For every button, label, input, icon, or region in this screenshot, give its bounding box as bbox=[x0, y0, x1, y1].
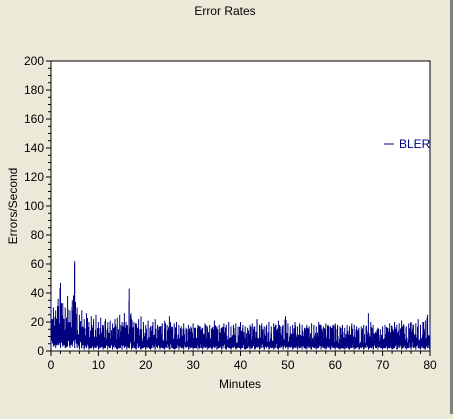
x-tick-label: 50 bbox=[281, 358, 295, 372]
legend: BLER bbox=[384, 137, 431, 151]
series-line-bler bbox=[50, 261, 431, 350]
legend-label-bler: BLER bbox=[399, 137, 431, 151]
chart-title: Error Rates bbox=[194, 4, 255, 18]
x-axis-label: Minutes bbox=[219, 377, 261, 391]
y-tick-label: 0 bbox=[37, 344, 44, 358]
x-tick-label: 10 bbox=[92, 358, 106, 372]
x-tick-label: 0 bbox=[48, 358, 55, 372]
y-tick-label: 140 bbox=[24, 141, 44, 155]
x-axis: 0 10 20 30 40 50 60 70 80 bbox=[48, 351, 437, 372]
y-tick-label: 40 bbox=[31, 286, 45, 300]
y-axis: 0 20 40 60 80 100 120 140 160 180 200 bbox=[24, 54, 51, 358]
x-tick-label: 70 bbox=[376, 358, 390, 372]
y-tick-label: 200 bbox=[24, 54, 44, 68]
y-tick-label: 60 bbox=[31, 257, 45, 271]
x-tick-label: 40 bbox=[234, 358, 248, 372]
window-frame-edge bbox=[450, 0, 453, 414]
series-bler bbox=[50, 261, 431, 350]
plot-area bbox=[50, 60, 431, 352]
y-tick-label: 180 bbox=[24, 83, 44, 97]
x-tick-label: 20 bbox=[139, 358, 153, 372]
y-tick-label: 20 bbox=[31, 315, 45, 329]
y-axis-label: Errors/Second bbox=[6, 168, 20, 245]
y-tick-label: 80 bbox=[31, 228, 45, 242]
y-tick-label: 100 bbox=[24, 199, 44, 213]
x-tick-label: 60 bbox=[329, 358, 343, 372]
y-tick-label: 120 bbox=[24, 170, 44, 184]
y-tick-label: 160 bbox=[24, 112, 44, 126]
x-tick-label: 80 bbox=[423, 358, 437, 372]
x-tick-label: 30 bbox=[186, 358, 200, 372]
